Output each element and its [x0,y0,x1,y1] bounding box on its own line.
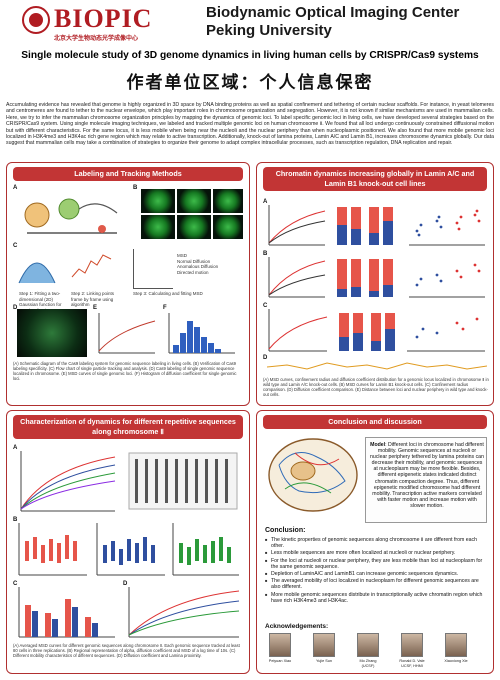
fig-label-b3: B [13,517,18,523]
abstract: Accumulating evidence has revealed that … [6,102,494,147]
person-name-2: Yujie Sun [315,659,333,663]
cell-image-1 [141,189,175,213]
msd-fit-plot [133,249,173,289]
person-photo-5 [445,633,467,657]
model-heading: Model [370,442,386,448]
poster-title: Single molecule study of 3D genome dynam… [21,50,479,61]
diffusion-histogram [168,313,235,354]
peking-university-logo-icon [22,6,50,34]
step3-text: Step 3: Calculating and fitting MSD [133,291,203,296]
panel-chromatin: Chromatin dynamics increasing globally i… [256,162,494,406]
header: BIOPIC 北京大学生物动态光学成像中心 Biodynamic Optical… [0,0,500,48]
nucleus-model-diagram [268,438,358,512]
fig-label-b2: B [263,251,268,257]
fig-label-d2: D [263,355,268,361]
characterization-msd-plot [20,451,116,512]
chromatin-scatter-b [409,263,485,298]
panel-chromatin-title: Chromatin dynamics increasing globally i… [263,167,487,191]
model-text: Model: Different loci in chromosome had … [370,442,484,509]
model-body: : Different loci in chromosome had diffe… [370,442,484,509]
msd-curves-plot [98,313,156,354]
chromatin-bars-a [337,207,393,245]
panel-labeling: Labeling and Tracking Methods A B C Step… [6,162,250,406]
chromatin-scatter-a [409,209,485,246]
person-photo-4 [401,633,423,657]
labeling-caption: (A) Schematic diagram of the Cas9 labeli… [13,361,237,381]
cell-image-6 [213,215,243,239]
conclusion-bullet: For the loci at nucleoli or nuclear peri… [265,558,487,570]
chromatin-bars-b [337,259,393,297]
characterization-boxplots [18,523,239,576]
fig-label-a: A [13,185,18,191]
fig-label-c2: C [263,303,268,309]
chromatin-row-c [268,309,485,352]
conclusion-bullet: Less mobile sequences are more often loc… [265,550,487,556]
characterization-bars [18,587,115,638]
cell-image-5 [177,215,211,239]
nucleus-image [17,309,87,357]
gaussian-fit-plot [18,262,56,284]
person-name-5: Xiaoxiong Xie [444,659,468,663]
msd-legend: MSD Normal Diffusion Anomalous Diffusion… [177,253,219,275]
fig-label-f: F [163,305,167,311]
fig-label-d: D [13,305,18,311]
fig-label-b: B [133,185,138,191]
brand-subtitle: 北京大学生物动态光学成像中心 [54,36,139,42]
center-name-line2: Peking University [206,22,332,39]
model-box: Model: Different loci in chromosome had … [365,437,487,523]
person-name-1: Peiyuan Xiao [268,659,292,663]
person-affil-3: (UCSF) [361,664,375,668]
panel-labeling-title: Labeling and Tracking Methods [13,167,243,181]
conclusion-bullet: The kinetic properties of genomic sequen… [265,537,487,549]
acknowledgements-heading: Acknowledgements: [265,623,329,630]
fig-label-e: E [93,305,98,311]
conclusion-list: The kinetic properties of genomic sequen… [265,537,487,605]
cell-image-3 [213,189,243,213]
person-photo-3 [357,633,379,657]
center-name: Biodynamic Optical Imaging Center Peking… [206,4,459,40]
panel-characterization: Characterization of dynamics for differe… [6,410,250,674]
chromatin-caption: (A) MSD curves, confinement radius and d… [263,377,489,397]
person-name-4: Ronald D. Vale [399,659,425,663]
panel-characterization-title: Characterization of dynamics for differe… [13,415,243,439]
fig-label-a3: A [13,445,18,451]
panel-conclusion: Conclusion and discussion Model: Differe… [256,410,494,674]
person-name-3: Mo Zhang [359,659,377,663]
fig-label-d3: D [123,581,128,587]
chromatin-msd-plot-a [268,205,326,246]
person-photo-1 [269,633,291,657]
chromatin-msd-plot-b [268,257,326,298]
characterization-curves [128,587,240,638]
cas9-schematic [24,198,118,234]
fig-label-c: C [13,243,18,249]
trajectory-plot [71,254,112,278]
fig-label-c3: C [13,581,18,587]
redacted-author-notice: 作者单位区域：个人信息保密 [126,73,374,92]
person-affil-4: UCSF, HHMI [401,664,423,668]
cell-image-4 [141,215,175,239]
fig-label-a2: A [263,199,268,205]
chromatin-timeseries [267,362,487,370]
conclusion-heading: Conclusion: [265,527,306,534]
chromosome-map [128,452,238,510]
conclusion-bullet: Depletion of LaminA/C and LaminB1 can in… [265,571,487,577]
step2-text: Step 2: Linking points frame by frame us… [71,291,115,307]
center-name-line1: Biodynamic Optical Imaging Center [206,4,460,21]
panel-conclusion-title: Conclusion and discussion [263,415,487,429]
brand-logo-text: BIOPIC [54,4,153,33]
conclusion-bullet: The averaged mobility of loci localized … [265,578,487,590]
characterization-caption: (A) Averaged MSD curves for different ge… [13,643,240,658]
conclusion-bullet: More mobile genomic sequences distribute… [265,592,487,604]
cell-image-2 [177,189,211,213]
person-photo-2 [313,633,335,657]
